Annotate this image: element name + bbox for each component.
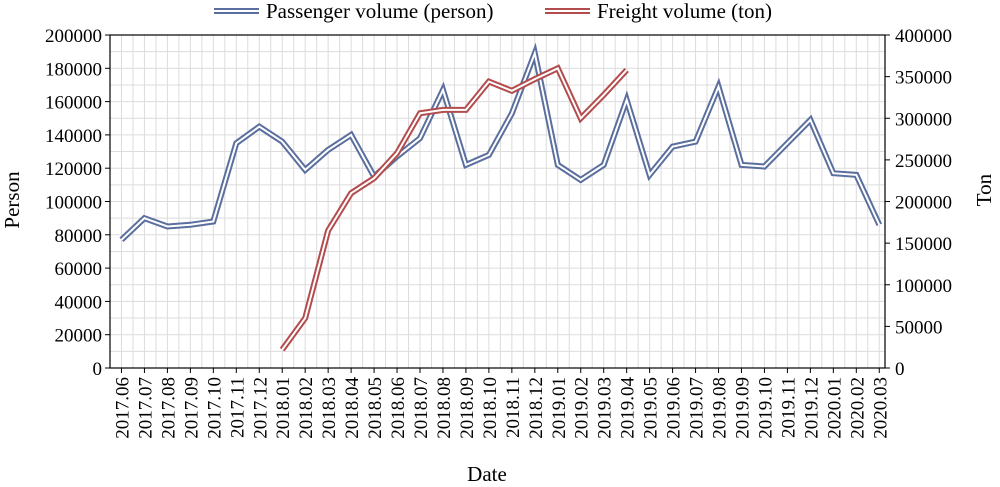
x-tick-label: 2018.12 [526,377,547,439]
y-left-tick-label: 200000 [45,26,102,47]
y-axis-left-title: Person [0,171,24,229]
x-tick-label: 2017.12 [250,377,271,439]
x-tick-label: 2018.01 [273,377,294,439]
x-tick-label: 2020.03 [870,377,891,439]
x-tick-label: 2019.11 [778,377,799,438]
y-right-tick-label: 0 [895,359,905,380]
x-tick-label: 2018.05 [365,377,386,439]
y-right-tick-label: 300000 [895,109,952,130]
legend-label-freight: Freight volume (ton) [597,0,772,23]
x-tick-label: 2018.06 [388,377,409,439]
y-left-tick-label: 120000 [45,159,102,180]
x-tick-label: 2019.01 [549,377,570,439]
x-tick-label: 2018.10 [480,377,501,439]
x-tick-label: 2017.08 [158,377,179,439]
x-tick-label: 2019.06 [664,377,685,439]
y-right-tick-label: 100000 [895,276,952,297]
x-tick-label: 2019.08 [710,377,731,439]
x-tick-label: 2018.09 [457,377,478,439]
y-left-tick-label: 160000 [45,93,102,114]
x-tick-label: 2017.11 [227,377,248,438]
x-tick-label: 2019.10 [755,377,776,439]
y-left-tick-label: 0 [93,359,103,380]
x-axis-title: Date [467,462,507,486]
y-left-tick-label: 60000 [55,259,103,280]
series-line-passenger-core [120,49,881,241]
y-right-tick-label: 350000 [895,68,952,89]
x-tick-label: 2018.04 [342,377,363,439]
y-right-tick-label: 250000 [895,151,952,172]
axes-layer: 0 20000 40000 60000 80000 100000 120000 140000 1… [45,26,952,439]
x-tick-label: 2017.06 [112,377,133,439]
y-right-tick-label: 200000 [895,193,952,214]
series-line-freight-core [281,66,628,351]
y-left-tick-label: 40000 [55,292,103,313]
y-axis-right-title: Ton [972,173,996,206]
y-right-tick-label: 150000 [895,234,952,255]
x-tick-label: 2019.12 [801,377,822,439]
x-tick-label: 2018.02 [296,377,317,439]
y-left-tick-label: 20000 [55,326,103,347]
x-tick-label: 2020.02 [847,377,868,439]
x-tick-label: 2019.04 [618,377,639,439]
x-tick-label: 2018.07 [411,377,432,439]
x-tick-label: 2019.02 [572,377,593,439]
x-tick-label: 2018.03 [319,377,340,439]
x-tick-label: 2017.10 [204,377,225,439]
x-tick-label: 2019.05 [641,377,662,439]
x-tick-label: 2019.03 [595,377,616,439]
y-left-tick-label: 80000 [55,226,103,247]
x-tick-label: 2018.08 [434,377,455,439]
x-tick-label: 2018.11 [503,377,524,438]
legend-label-passenger: Passenger volume (person) [266,0,493,23]
y-left-tick-label: 140000 [45,126,102,147]
x-tick-label: 2019.07 [687,377,708,439]
legend: Passenger volume (person) Freight volume… [214,0,772,23]
grid-layer [109,34,885,369]
x-tick-label: 2017.09 [181,377,202,439]
x-tick-label: 2020.01 [824,377,845,439]
x-tick-label: 2017.07 [135,377,156,439]
series-layer [119,42,883,352]
y-right-tick-label: 400000 [895,26,952,47]
x-tick-label: 2019.09 [732,377,753,439]
y-right-tick-label: 50000 [895,317,943,338]
y-left-tick-label: 180000 [45,59,102,80]
y-left-tick-label: 100000 [45,193,102,214]
